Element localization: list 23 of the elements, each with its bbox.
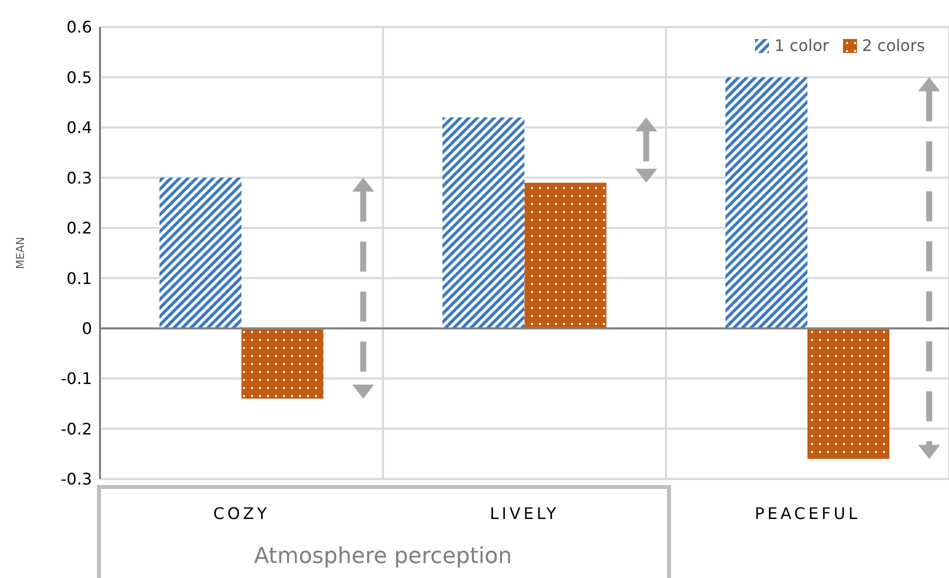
bar — [524, 182, 606, 328]
bar — [442, 117, 524, 328]
y-tick-label: 0.3 — [66, 168, 92, 188]
bar — [159, 178, 242, 328]
y-tick-label: 0 — [82, 319, 92, 338]
y-tick-label: 0.4 — [66, 118, 92, 138]
y-tick-label: 0.1 — [66, 268, 92, 288]
y-tick-label: 0.2 — [66, 218, 92, 238]
y-tick-label: -0.2 — [60, 419, 92, 438]
legend-label: 2 colors — [861, 36, 925, 55]
y-tick-label: 0.5 — [66, 68, 92, 87]
x-tick-label: COZY — [213, 504, 270, 523]
y-axis-title: MEAN — [14, 236, 27, 270]
y-tick-label: -0.3 — [60, 470, 92, 489]
x-axis-title: Atmosphere perception — [254, 544, 512, 569]
legend-label: 1 color — [773, 36, 829, 55]
x-tick-label: LIVELY — [490, 504, 560, 523]
y-tick-label: 0.6 — [66, 18, 92, 37]
bar — [241, 328, 324, 399]
y-tick-label: -0.1 — [60, 369, 92, 388]
bar — [725, 77, 808, 328]
x-tick-label: PEACEFUL — [754, 504, 860, 523]
bar — [807, 328, 890, 459]
